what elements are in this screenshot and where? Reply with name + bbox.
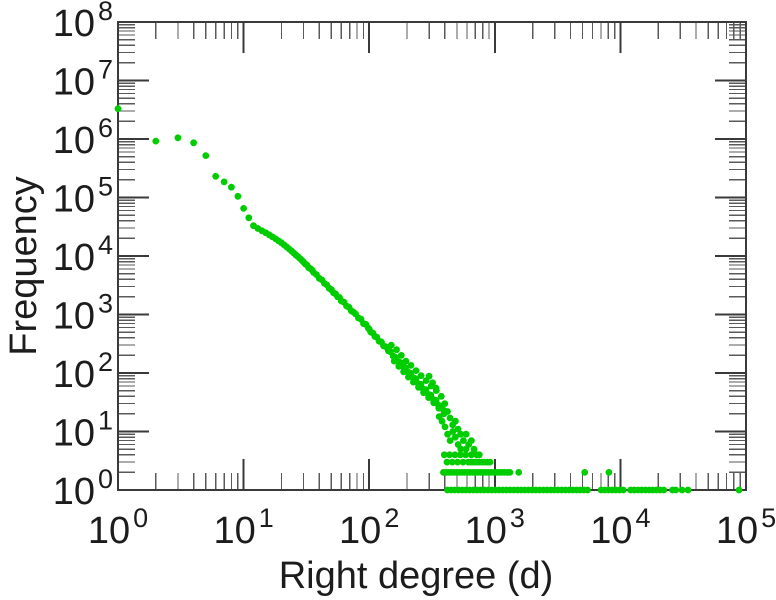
y-tick-label-10e6: 10 6 (53, 113, 113, 162)
y-tick-label-10e3: 10 3 (53, 289, 113, 338)
data-point (412, 367, 420, 374)
data-point (440, 451, 448, 459)
data-point (152, 137, 160, 145)
data-point (462, 430, 470, 438)
data-point (425, 394, 432, 401)
data-point (444, 430, 451, 438)
data-point (443, 458, 451, 466)
data-points (114, 105, 743, 494)
data-point (245, 214, 253, 222)
data-point (395, 362, 403, 370)
data-point (457, 445, 465, 453)
data-point (410, 378, 417, 386)
data-point (405, 373, 412, 381)
data-point (467, 451, 475, 459)
data-point (457, 430, 465, 438)
data-point (451, 451, 459, 459)
data-point (397, 352, 405, 359)
data-point (468, 437, 475, 444)
data-point (444, 408, 451, 415)
data-point (390, 357, 398, 365)
y-tick-label-10e4: 10 4 (53, 230, 113, 279)
data-point (441, 423, 449, 431)
data-point (400, 368, 407, 376)
y-tick-label-10e0: 10 0 (53, 464, 113, 513)
data-point (619, 486, 627, 494)
data-point (228, 183, 235, 191)
data-point (459, 458, 467, 466)
data-point (429, 379, 436, 387)
data-point (470, 445, 478, 453)
data-point (475, 451, 483, 459)
data-point (475, 458, 483, 466)
data-point (174, 134, 182, 142)
data-point (446, 437, 454, 444)
data-point (449, 428, 457, 435)
data-point (678, 486, 686, 494)
data-point (432, 384, 440, 392)
y-tick-label-10e8: 10 8 (53, 0, 113, 45)
x-tick-label-10e2: 10 2 (339, 503, 399, 552)
data-point (454, 458, 461, 466)
data-point (462, 451, 469, 459)
data-point (451, 433, 459, 441)
x-tick-label-10e5: 10 5 (716, 503, 776, 552)
data-point (430, 399, 438, 407)
data-point (407, 362, 415, 369)
data-point (446, 451, 453, 459)
data-point (190, 139, 198, 147)
data-point (684, 486, 692, 494)
data-point (454, 425, 462, 433)
plot-frame (117, 21, 747, 491)
data-point (202, 152, 210, 160)
y-tick-label-10e5: 10 5 (53, 172, 113, 221)
data-point (240, 205, 248, 212)
data-point (415, 383, 422, 391)
data-point (387, 341, 395, 349)
y-tick-label-10e7: 10 7 (53, 55, 113, 104)
x-tick-label-10e1: 10 1 (213, 503, 273, 552)
data-point (660, 486, 668, 494)
data-point (452, 417, 459, 425)
data-point (393, 346, 400, 354)
data-point (448, 458, 456, 466)
x-axis-label: Right degree (d) (279, 555, 554, 597)
data-point (220, 178, 228, 186)
data-point (234, 192, 242, 200)
y-tick-label-10e1: 10 1 (53, 406, 113, 455)
y-axis-label: Frequency (3, 176, 45, 356)
data-point (460, 437, 467, 444)
x-tick-label-10e4: 10 4 (590, 503, 650, 552)
x-tick-label-10e0: 10 0 (88, 503, 148, 552)
data-point (581, 469, 589, 476)
data-point (420, 389, 427, 397)
x-tick-labels: 10 0 10 1 10 2 10 3 10 4 10 5 (88, 503, 776, 552)
data-point (486, 458, 494, 466)
data-point (437, 392, 445, 400)
data-point (435, 404, 443, 412)
data-point (425, 372, 433, 380)
data-point (417, 372, 425, 380)
data-point (456, 451, 464, 459)
data-point (584, 486, 591, 494)
data-point (735, 486, 743, 494)
data-point (446, 414, 454, 422)
data-point (212, 172, 220, 180)
data-point (506, 469, 514, 476)
y-tick-label-10e2: 10 2 (53, 347, 113, 396)
data-point (605, 469, 613, 476)
x-tick-label-10e3: 10 3 (465, 503, 525, 552)
data-point (402, 357, 410, 365)
data-point (515, 469, 523, 476)
data-point (438, 417, 446, 425)
axis-ticks (117, 21, 747, 491)
data-point (672, 486, 680, 494)
data-point (114, 105, 122, 113)
data-point (441, 400, 449, 407)
